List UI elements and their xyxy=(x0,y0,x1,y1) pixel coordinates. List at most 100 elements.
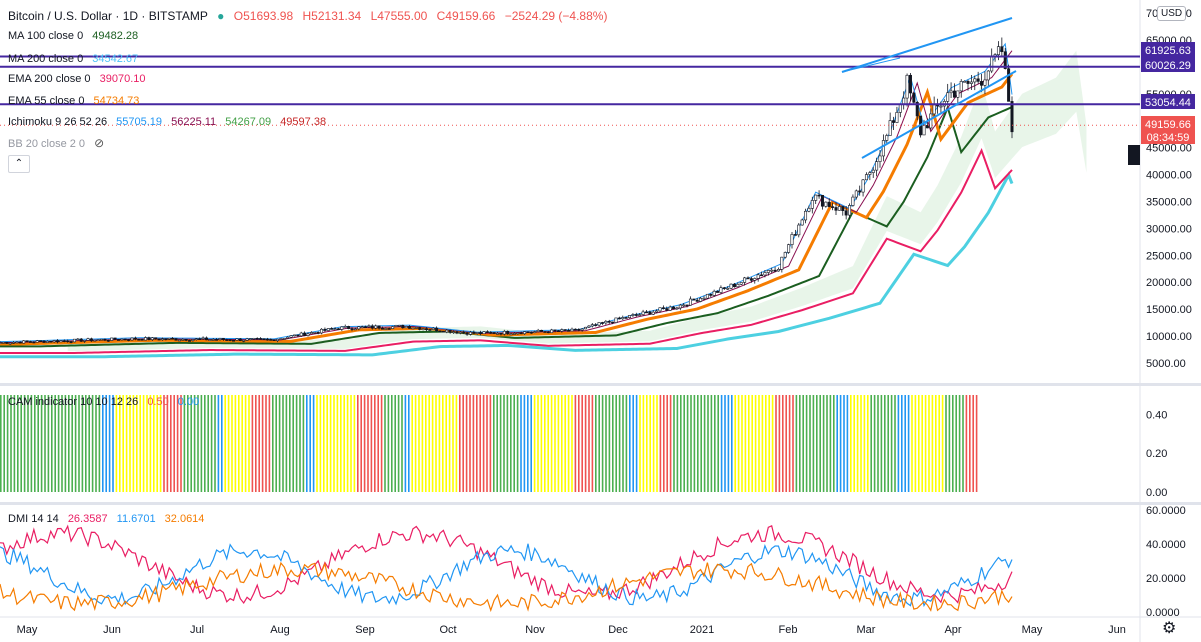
candle-body xyxy=(705,293,709,299)
cam-bar xyxy=(465,395,468,492)
candle-body xyxy=(682,304,686,307)
cam-bar xyxy=(652,395,655,492)
candle-body xyxy=(218,338,222,340)
dmi-legend[interactable]: DMI 14 14 26.3587 11.6701 32.0614 xyxy=(8,513,210,525)
candle-body xyxy=(330,328,334,330)
hidden-eye-icon[interactable]: ⊘ xyxy=(94,136,105,150)
candle-body xyxy=(506,330,510,335)
candle-body xyxy=(323,328,327,331)
collapse-legend-button[interactable]: ⌃ xyxy=(8,155,30,173)
cam-bar xyxy=(425,395,427,492)
cam-bar xyxy=(3,395,5,492)
cam-bar xyxy=(829,395,832,492)
cam-legend[interactable]: CAM indicator 10 10 12 26 0.50 0.00 xyxy=(8,396,205,408)
ema200-legend[interactable]: EMA 200 close 0 39070.10 xyxy=(8,73,152,85)
candle-body xyxy=(130,337,134,341)
candle-body xyxy=(272,339,276,342)
symbol-legend: Bitcoin / U.S. Dollar · 1D · BITSTAMP ● … xyxy=(8,9,613,23)
candle-body xyxy=(577,329,581,331)
candle-body xyxy=(672,306,676,310)
cam-bar xyxy=(850,395,852,492)
candle-body xyxy=(1007,68,1011,102)
cam-v2: 0.00 xyxy=(177,396,200,408)
cam-bar xyxy=(40,395,43,492)
candle-body xyxy=(201,337,205,340)
trend-line xyxy=(841,57,901,73)
cam-bar xyxy=(731,395,733,492)
change-value: −2524.29 (−4.88%) xyxy=(504,9,608,23)
candle-body xyxy=(110,337,114,341)
cam-bar xyxy=(227,395,230,492)
cam-bar xyxy=(635,395,638,492)
cam-bar xyxy=(95,395,97,492)
candle-body xyxy=(770,269,774,272)
cam-bar xyxy=(316,395,318,492)
cam-bar xyxy=(190,395,192,492)
currency-badge[interactable]: USD xyxy=(1157,6,1187,21)
cam-bar xyxy=(408,395,410,492)
candle-body xyxy=(543,331,547,333)
cam-bar xyxy=(391,395,393,492)
cam-bar xyxy=(404,395,407,492)
candle-body xyxy=(567,330,571,332)
candle-body xyxy=(560,329,564,332)
candle-body xyxy=(35,340,39,343)
cam-bar xyxy=(656,395,658,492)
cam-bar xyxy=(530,395,532,492)
price-tag xyxy=(1141,94,1195,109)
cam-bar xyxy=(952,395,954,492)
cam-bar xyxy=(595,395,597,492)
cam-bar xyxy=(115,395,118,492)
candle-body xyxy=(976,78,980,82)
cam-bar xyxy=(741,395,743,492)
candle-body xyxy=(93,339,97,342)
cam-bar xyxy=(251,395,254,492)
ichimoku-legend[interactable]: Ichimoku 9 26 52 26 55705.19 56225.11 54… xyxy=(8,116,332,128)
cam-bar xyxy=(91,395,94,492)
cam-bar xyxy=(856,395,859,492)
candle-body xyxy=(939,105,943,108)
settings-gear-icon[interactable]: ⚙ xyxy=(1162,620,1177,637)
candle-body xyxy=(431,327,435,330)
cam-bar xyxy=(98,395,101,492)
cam-bar xyxy=(367,395,369,492)
candle-body xyxy=(810,200,814,209)
cam-bar xyxy=(510,395,512,492)
candle-body xyxy=(100,338,104,341)
candle-body xyxy=(289,335,293,338)
ema55-legend[interactable]: EMA 55 close 0 54734.73 xyxy=(8,95,145,107)
cam-bar xyxy=(183,395,186,492)
candle-body xyxy=(546,331,550,334)
cam-bar xyxy=(550,395,553,492)
cam-bar xyxy=(125,395,128,492)
cam-bar xyxy=(707,395,709,492)
candle-body xyxy=(851,196,855,206)
candle-body xyxy=(621,317,625,320)
bb-legend[interactable]: BB 20 close 2 0 ⊘ xyxy=(8,136,110,150)
cam-bar xyxy=(965,395,968,492)
ema55-label: EMA 55 close 0 xyxy=(8,95,85,107)
candle-body xyxy=(996,46,1000,55)
cam-bar xyxy=(272,395,274,492)
candle-body xyxy=(763,272,767,276)
candle-body xyxy=(871,169,875,173)
candle-body xyxy=(512,333,516,335)
candle-body xyxy=(688,298,692,306)
candle-body xyxy=(634,314,638,316)
candle-body xyxy=(421,328,425,330)
candle-body xyxy=(848,205,852,216)
candle-body xyxy=(167,337,171,340)
cam-bar xyxy=(51,395,53,492)
candle-body xyxy=(729,283,733,289)
candle-body xyxy=(265,338,269,341)
cam-bar xyxy=(805,395,808,492)
candle-body xyxy=(350,328,354,330)
cam-bar xyxy=(714,395,716,492)
ma200-legend[interactable]: MA 200 close 0 34542.67 xyxy=(8,53,144,65)
candle-body xyxy=(489,331,493,334)
price-axis-label: 30000.00 xyxy=(1146,223,1192,235)
cam-bar xyxy=(812,395,815,492)
candle-body xyxy=(793,234,797,236)
ma100-legend[interactable]: MA 100 close 0 49482.28 xyxy=(8,30,144,42)
